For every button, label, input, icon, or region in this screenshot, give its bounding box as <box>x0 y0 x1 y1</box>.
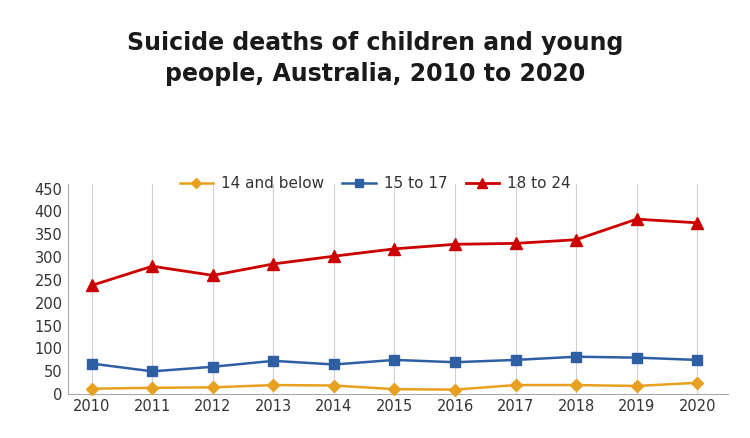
14 and below <box>329 383 338 388</box>
Text: Suicide deaths of children and young
people, Australia, 2010 to 2020: Suicide deaths of children and young peo… <box>127 31 623 86</box>
18 to 24 <box>87 283 96 288</box>
Legend: 14 and below, 15 to 17, 18 to 24: 14 and below, 15 to 17, 18 to 24 <box>179 176 571 191</box>
18 to 24 <box>693 220 702 226</box>
15 to 17 <box>268 358 278 364</box>
18 to 24 <box>390 246 399 251</box>
15 to 17 <box>209 364 218 369</box>
15 to 17 <box>87 361 96 366</box>
14 and below <box>209 385 218 390</box>
18 to 24 <box>572 237 580 242</box>
18 to 24 <box>268 261 278 267</box>
Line: 14 and below: 14 and below <box>88 378 701 394</box>
18 to 24 <box>632 216 641 222</box>
14 and below <box>632 383 641 389</box>
14 and below <box>87 386 96 391</box>
14 and below <box>693 380 702 385</box>
Line: 15 to 17: 15 to 17 <box>87 352 702 376</box>
18 to 24 <box>148 264 157 269</box>
14 and below <box>451 387 460 392</box>
18 to 24 <box>329 254 338 259</box>
15 to 17 <box>693 357 702 363</box>
18 to 24 <box>511 241 520 246</box>
15 to 17 <box>329 362 338 367</box>
14 and below <box>572 382 580 388</box>
15 to 17 <box>148 369 157 374</box>
15 to 17 <box>632 355 641 360</box>
Line: 18 to 24: 18 to 24 <box>86 213 704 292</box>
18 to 24 <box>209 273 218 278</box>
15 to 17 <box>451 360 460 365</box>
14 and below <box>511 382 520 388</box>
14 and below <box>268 382 278 388</box>
15 to 17 <box>511 357 520 363</box>
15 to 17 <box>390 357 399 363</box>
15 to 17 <box>572 354 580 359</box>
18 to 24 <box>451 242 460 247</box>
14 and below <box>390 387 399 392</box>
14 and below <box>148 385 157 390</box>
